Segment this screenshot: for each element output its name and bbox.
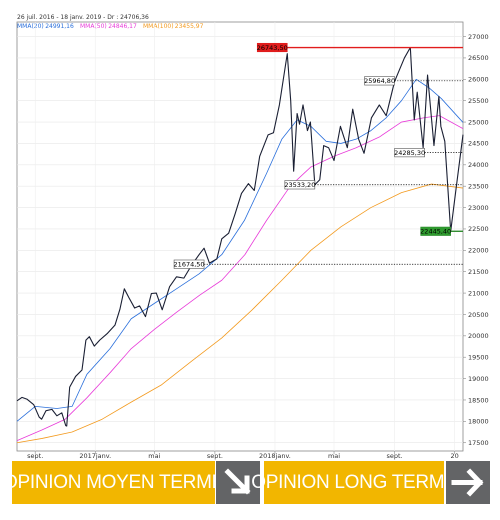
y-tick-label: 24500 bbox=[468, 140, 489, 148]
y-tick-label: 17500 bbox=[468, 439, 489, 447]
y-tick-label: 24000 bbox=[468, 161, 489, 169]
long-term-arrow-box[interactable] bbox=[446, 461, 490, 504]
level-label-box-0 bbox=[256, 42, 288, 53]
level-label-box-3 bbox=[284, 180, 316, 190]
legend-name-1: MMA(50) bbox=[80, 23, 107, 30]
y-tick-label: 19000 bbox=[468, 375, 489, 383]
level-label-1: 25964,80 bbox=[364, 77, 395, 85]
y-tick-label: 22500 bbox=[468, 225, 489, 233]
chart-period: 26 juil. 2016 - 18 janv. 2019 - Dr : 247… bbox=[17, 14, 149, 21]
y-tick-label: 26500 bbox=[468, 54, 489, 62]
y-tick-label: 20000 bbox=[468, 332, 489, 340]
legend-value-2: 23455,97 bbox=[175, 23, 204, 30]
chart-legend: MMA(20) 24991,16 MMA(50) 24846,17 MMA(100) 23… bbox=[17, 23, 204, 30]
y-tick-label: 23000 bbox=[468, 204, 489, 212]
y-tick-label: 27000 bbox=[468, 33, 489, 41]
level-label-4: 22445,40 bbox=[420, 228, 451, 236]
level-label-3: 23533,20 bbox=[284, 181, 315, 189]
x-tick-label: mai bbox=[148, 452, 160, 460]
y-tick-label: 26000 bbox=[468, 76, 489, 84]
legend-name-2: MMA(100) bbox=[143, 23, 174, 30]
gridlines bbox=[17, 22, 463, 451]
plot-frame bbox=[16, 21, 464, 452]
legend-value-1: 24846,17 bbox=[108, 23, 137, 30]
x-tick-label: 2018janv. bbox=[259, 452, 291, 460]
y-axis: 17500 18000 18500 19000 19500 20000 20500 21000… bbox=[463, 33, 489, 447]
level-label-0: 26743,50 bbox=[257, 44, 288, 52]
legend-name-0: MMA(20) bbox=[17, 23, 44, 30]
x-tick-label: 20 bbox=[450, 452, 458, 460]
level-label-5: 21674,50 bbox=[174, 261, 205, 269]
y-tick-label: 22000 bbox=[468, 247, 489, 255]
y-tick-label: 18000 bbox=[468, 418, 489, 426]
series-lines bbox=[16, 46, 464, 444]
mid-term-arrow-box[interactable] bbox=[216, 461, 260, 504]
opinion-banner: OPINION MOYEN TERME OPINION LONG TERME bbox=[0, 461, 500, 504]
y-tick-label: 19500 bbox=[468, 354, 489, 362]
legend-value-0: 24991,16 bbox=[45, 23, 74, 30]
y-tick-label: 23500 bbox=[468, 182, 489, 190]
series-line-mma-50- bbox=[16, 115, 464, 441]
x-tick-label: mai bbox=[328, 452, 340, 460]
opinion-long-term-label: OPINION LONG TERME bbox=[251, 471, 457, 493]
y-tick-label: 25500 bbox=[468, 97, 489, 105]
y-tick-label: 21500 bbox=[468, 268, 489, 276]
y-tick-label: 20500 bbox=[468, 311, 489, 319]
y-tick-label: 18500 bbox=[468, 396, 489, 404]
opinion-mid-term-panel[interactable]: OPINION MOYEN TERME bbox=[3, 461, 224, 504]
x-tick-label: sept. bbox=[27, 452, 43, 460]
level-label-box-2 bbox=[394, 148, 425, 158]
x-tick-label: 2017janv. bbox=[79, 452, 111, 460]
opinion-long-term-panel[interactable]: OPINION LONG TERME bbox=[251, 461, 457, 504]
y-tick-label: 21000 bbox=[468, 289, 489, 297]
series-line-dr bbox=[16, 46, 464, 427]
level-label-box-1 bbox=[364, 76, 395, 86]
arrow-right-icon bbox=[451, 468, 484, 497]
x-tick-label: sept. bbox=[387, 452, 403, 460]
price-levels: 26743,50 25964,80 24285,30 23533,20 22445,40… bbox=[173, 42, 463, 269]
level-label-2: 24285,30 bbox=[394, 149, 425, 157]
x-tick-label: sept. bbox=[207, 452, 223, 460]
opinion-mid-term-label: OPINION MOYEN TERME bbox=[3, 471, 224, 493]
series-line-mma-20- bbox=[16, 78, 464, 422]
price-chart: 26 juil. 2016 - 18 janv. 2019 - Dr : 247… bbox=[16, 14, 489, 460]
y-tick-label: 25000 bbox=[468, 118, 489, 126]
arrow-down-right-icon bbox=[224, 468, 251, 495]
x-axis: sept. 2017janv. mai sept. 2018janv. mai sept. 2… bbox=[27, 451, 459, 460]
level-label-box-5 bbox=[173, 259, 205, 269]
level-label-box-4 bbox=[420, 226, 451, 236]
series-line-mma-100- bbox=[16, 183, 464, 444]
